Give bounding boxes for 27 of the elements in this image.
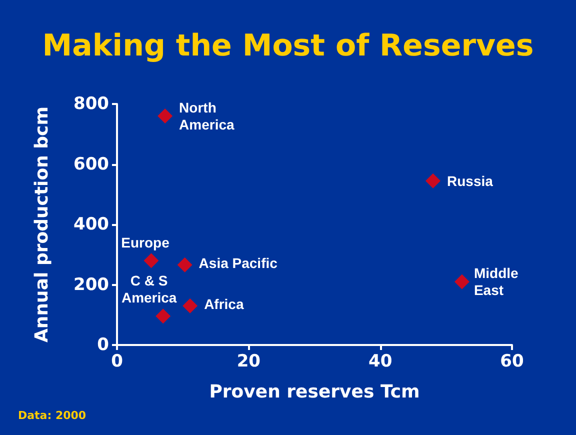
point: [177, 257, 192, 272]
y-axis-title: Annual production bcm: [32, 106, 52, 342]
y-tick-label: 600: [74, 154, 110, 174]
x-axis-title: Proven reserves Tcm: [209, 382, 420, 402]
y-tick-label: 200: [74, 274, 110, 295]
y-tick-label: 400: [74, 214, 110, 234]
annotation: Middle East: [474, 265, 519, 298]
annotation: Europe: [121, 234, 170, 251]
annotation: Africa: [204, 296, 244, 312]
point: [158, 108, 173, 124]
point: [144, 253, 159, 268]
chart-title: Making the Most of Reserves: [42, 28, 534, 64]
point: [454, 274, 470, 290]
x-tick-label: 40: [368, 352, 392, 372]
point: [156, 308, 171, 324]
x-tick-label: 60: [500, 352, 524, 372]
annotation: Asia Pacific: [198, 254, 278, 271]
y-tick-label: 0: [97, 335, 110, 355]
point: [182, 298, 198, 314]
x-tick-label: 0: [111, 352, 124, 372]
annotation: C & S America: [121, 272, 177, 306]
y-tick-label: 800: [74, 94, 110, 114]
text: Data: 2000: [18, 409, 86, 422]
annotation: Russia: [447, 172, 494, 189]
x-tick-label: 20: [236, 352, 261, 372]
annotation: North America: [179, 100, 235, 133]
point: [426, 173, 440, 188]
